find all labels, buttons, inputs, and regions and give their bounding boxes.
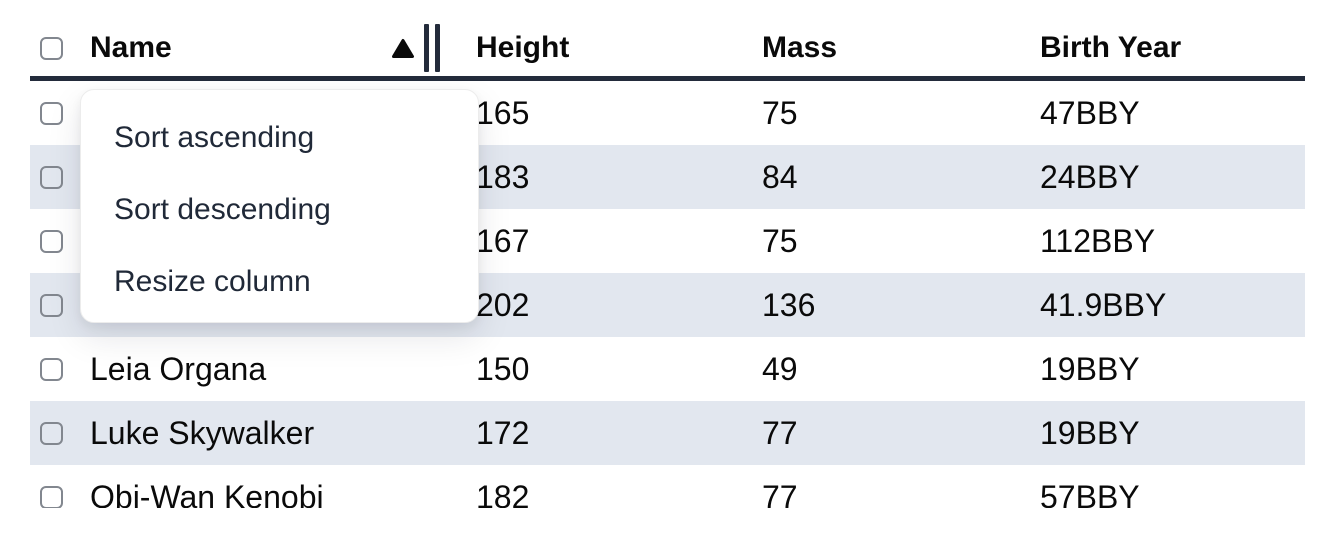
- column-header-mass[interactable]: Mass: [746, 31, 1024, 65]
- cell-mass: 84: [762, 158, 798, 195]
- column-header-height[interactable]: Height: [460, 31, 746, 65]
- cell-mass: 77: [762, 414, 798, 451]
- cell-height: 150: [476, 350, 530, 387]
- cell-mass: 75: [762, 222, 798, 259]
- row-checkbox[interactable]: [40, 101, 63, 125]
- cell-birth-year: 19BBY: [1040, 414, 1140, 451]
- cell-height: 165: [476, 94, 530, 131]
- cell-height: 202: [476, 286, 530, 323]
- row-checkbox[interactable]: [40, 421, 63, 445]
- row-select-cell: [30, 229, 78, 253]
- row-checkbox[interactable]: [40, 485, 63, 508]
- column-header-birth-year[interactable]: Birth Year: [1024, 31, 1305, 65]
- table-row: Luke Skywalker 172 77 19BBY: [30, 401, 1305, 465]
- cell-birth-year: 47BBY: [1040, 94, 1140, 131]
- table-row: Leia Organa 150 49 19BBY: [30, 337, 1305, 401]
- cell-name: Obi-Wan Kenobi: [90, 478, 324, 509]
- row-select-cell: [30, 293, 78, 317]
- menu-item-sort-ascending[interactable]: Sort ascending: [114, 121, 315, 154]
- cell-birth-year: 41.9BBY: [1040, 286, 1167, 323]
- select-all-checkbox[interactable]: [40, 36, 63, 60]
- row-select-cell: [30, 165, 78, 189]
- cell-mass: 136: [762, 286, 816, 323]
- cell-mass: 75: [762, 94, 798, 131]
- row-select-cell: [30, 421, 78, 445]
- row-checkbox[interactable]: [40, 293, 63, 317]
- row-checkbox[interactable]: [40, 229, 63, 253]
- cell-name: Leia Organa: [90, 350, 267, 387]
- row-select-cell: [30, 485, 78, 508]
- column-context-menu: Sort ascending Sort descending Resize co…: [80, 89, 479, 323]
- column-header-height-label: Height: [476, 31, 570, 64]
- row-checkbox[interactable]: [40, 357, 63, 381]
- table-row: 167 75 112BBY: [30, 209, 1305, 273]
- cell-height: 182: [476, 478, 530, 509]
- table-row: Obi-Wan Kenobi 182 77 57BBY: [30, 465, 1305, 508]
- cell-height: 183: [476, 158, 530, 195]
- row-select-cell: [30, 357, 78, 381]
- column-header-mass-label: Mass: [762, 31, 838, 64]
- sort-ascending-icon: [391, 38, 415, 59]
- cell-height: 167: [476, 222, 530, 259]
- column-header-name-label: Name: [90, 31, 172, 64]
- cell-birth-year: 57BBY: [1040, 478, 1140, 509]
- table-header-row: Name Height Mass Birth Year: [30, 20, 1305, 81]
- cell-height: 172: [476, 414, 530, 451]
- menu-item-sort-descending[interactable]: Sort descending: [114, 193, 331, 226]
- row-select-cell: [30, 101, 78, 125]
- resize-bar-right: [435, 24, 440, 72]
- cell-birth-year: 19BBY: [1040, 350, 1140, 387]
- select-all-cell: [30, 36, 78, 60]
- column-header-name[interactable]: Name: [78, 24, 460, 72]
- cell-name: Luke Skywalker: [90, 414, 315, 451]
- resize-bar-left: [424, 24, 429, 72]
- column-resize-handle-icon[interactable]: [424, 24, 440, 72]
- row-checkbox[interactable]: [40, 165, 63, 189]
- menu-item-resize-column[interactable]: Resize column: [114, 265, 311, 298]
- cell-mass: 49: [762, 350, 798, 387]
- column-header-birth-year-label: Birth Year: [1040, 31, 1182, 64]
- table-row: 165 75 47BBY: [30, 81, 1305, 145]
- cell-birth-year: 112BBY: [1040, 222, 1156, 259]
- cell-birth-year: 24BBY: [1040, 158, 1140, 195]
- cell-mass: 77: [762, 478, 798, 509]
